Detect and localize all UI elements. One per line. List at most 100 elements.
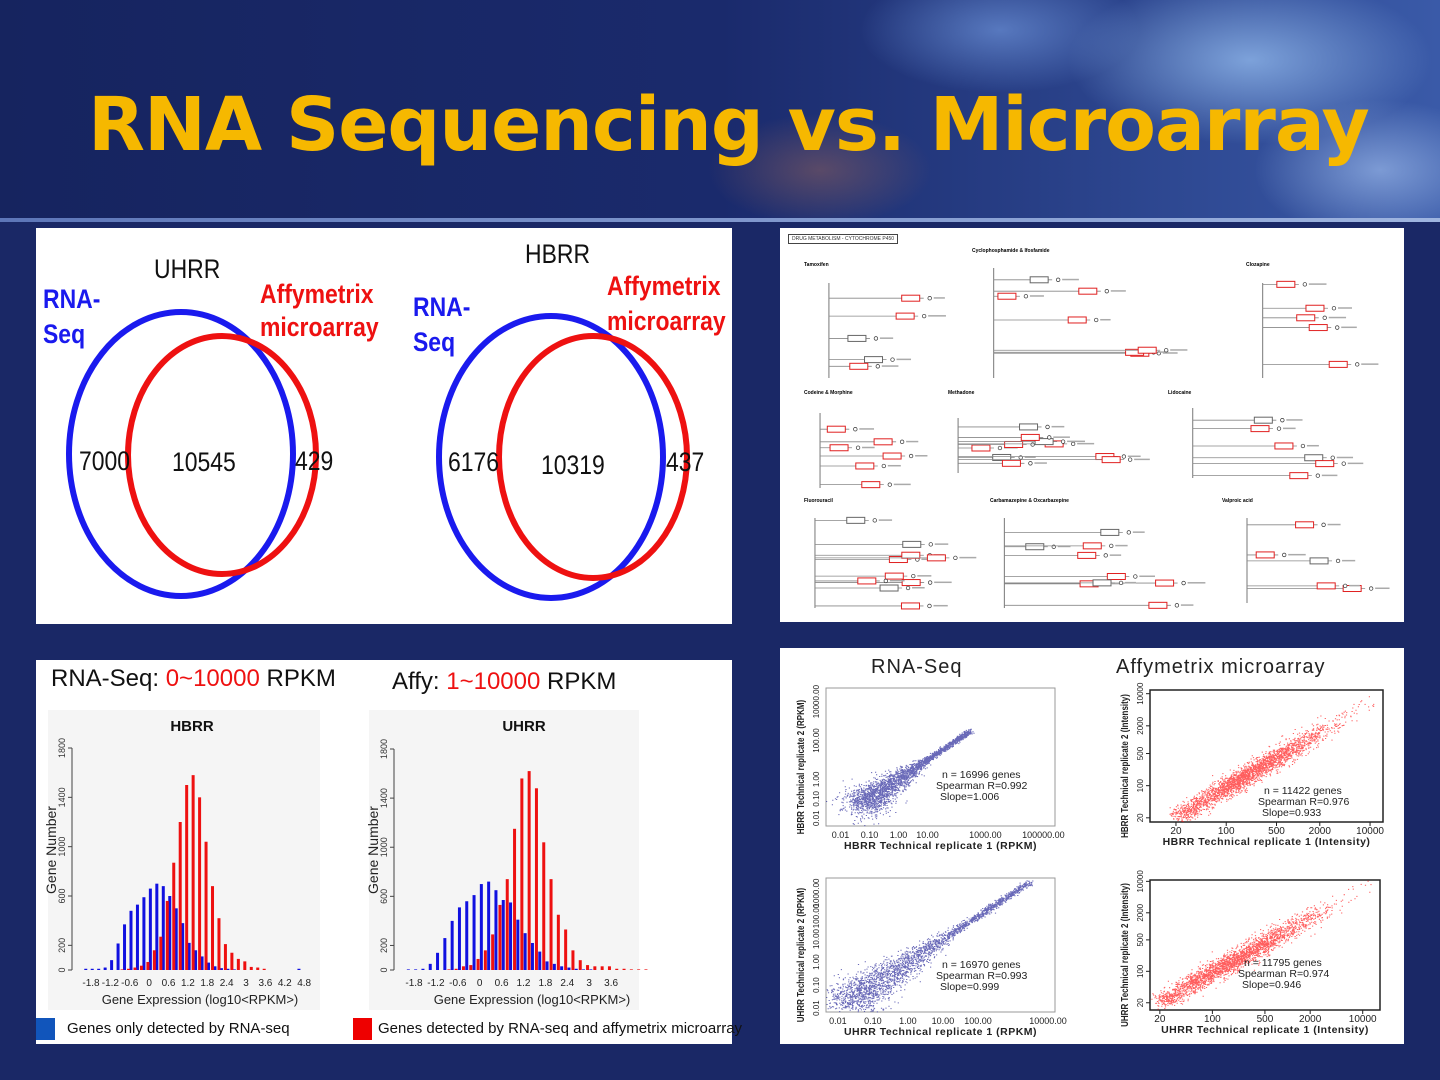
bar-both-platforms <box>165 900 169 970</box>
gene-box <box>1078 287 1098 295</box>
bar-rnaseq-only <box>472 895 476 970</box>
y-axis-label: Gene Number <box>365 806 381 894</box>
bar-rnaseq-only <box>574 968 578 970</box>
gene-box <box>1274 442 1294 450</box>
compound-label <box>1125 581 1136 584</box>
compound-label <box>1328 316 1347 319</box>
venn-panel: UHRR RNA- Seq Affymetrix microarray 7000… <box>36 228 732 624</box>
pathway-section: Cyclophosphamide & Ifosfamide <box>972 248 1050 254</box>
bar-rnaseq-only <box>187 942 191 970</box>
x-tick-label: 0.10 <box>861 830 879 840</box>
compound-label <box>1327 523 1341 526</box>
bar-both-platforms <box>139 965 143 970</box>
y-tick-label: 2000 <box>1136 716 1145 734</box>
compound-node <box>1121 454 1127 459</box>
y-tick-label: 1400 <box>379 788 389 808</box>
bar-both-platforms <box>534 788 538 970</box>
x-tick-label: 0.6 <box>495 978 509 989</box>
gene-box <box>997 292 1017 300</box>
compound-node <box>1181 580 1186 586</box>
compound-label <box>928 315 946 317</box>
legend-blue-swatch <box>36 1018 55 1040</box>
y-tick-label: 500 <box>1136 746 1145 760</box>
gene-box <box>1328 360 1348 368</box>
bar-both-platforms <box>571 950 575 970</box>
gene-box <box>901 579 921 587</box>
compound-label <box>1336 456 1354 459</box>
gene-box <box>901 551 921 559</box>
y-tick-label: 1800 <box>57 738 67 758</box>
venn-count-affy-only: 437 <box>666 447 705 477</box>
x-axis-label: HBRR Technical replicate 1 (RPKM) <box>844 840 1037 852</box>
bar-both-platforms <box>469 965 473 970</box>
x-tick-label: 2.4 <box>560 978 574 989</box>
bar-both-platforms <box>549 879 553 970</box>
gene-box <box>864 356 884 364</box>
compound-label <box>1034 462 1047 464</box>
x-tick-label: 500 <box>1268 826 1285 837</box>
slide-title: RNA Sequencing vs. Microarray <box>88 82 1370 168</box>
compound-node <box>1103 553 1108 558</box>
gene-box <box>902 540 922 548</box>
compound-label <box>915 455 928 457</box>
bar-rnaseq-only <box>219 968 223 970</box>
gene-box <box>1082 542 1102 550</box>
bar-rnaseq-only <box>297 968 301 970</box>
compound-node <box>1030 442 1035 447</box>
gene-box <box>873 438 893 446</box>
gene-box <box>1004 440 1024 448</box>
compound-node <box>1343 583 1348 589</box>
compound-node <box>927 296 932 301</box>
bar-rnaseq-only <box>110 960 114 970</box>
bar-rnaseq-only <box>494 890 498 970</box>
compound-label <box>1170 349 1188 351</box>
y-axis-label: UHRR Technical replicate 2 (RPKM) <box>795 888 806 1022</box>
compound-label <box>917 575 932 577</box>
compound-node <box>1276 426 1282 431</box>
y-tick-label: 1400 <box>57 787 67 807</box>
compound-label <box>887 464 901 467</box>
y-tick-label: 1000.00 <box>812 878 821 907</box>
bar-both-platforms <box>513 828 517 970</box>
annotation-n: n = 16970 genes <box>942 959 1021 971</box>
compound-label <box>912 587 925 589</box>
x-tick-label: 1.8 <box>200 978 214 989</box>
bar-rnaseq-only <box>567 967 571 970</box>
x-tick-label: 0.10 <box>864 1016 882 1026</box>
compound-node <box>1023 294 1029 299</box>
chart-title: HBRR <box>170 718 213 735</box>
gene-box <box>1295 521 1315 529</box>
compound-label <box>1308 283 1327 285</box>
gene-box <box>847 334 867 342</box>
x-tick-label: 3 <box>243 978 249 989</box>
bar-rnaseq-only <box>129 910 133 970</box>
gene-box <box>1100 528 1120 536</box>
gene-box <box>1305 304 1325 312</box>
y-tick-label: 0 <box>379 967 389 972</box>
compound-node <box>1300 443 1306 449</box>
y-tick-label: 10000 <box>1136 870 1145 893</box>
gene-box <box>884 572 904 580</box>
y-tick-label: 600 <box>379 889 389 904</box>
x-tick-label: 4.2 <box>278 978 292 989</box>
y-tick-label: 100.00 <box>812 903 821 928</box>
venn-uhrr-rnaseq-circle <box>66 309 296 599</box>
compound-node <box>1028 461 1033 466</box>
compound-node <box>1070 441 1076 447</box>
y-tick-label: 100 <box>1136 778 1145 792</box>
compound-label <box>1347 462 1364 465</box>
venn-hbrr-rnaseq-circle <box>436 313 666 601</box>
pathway-panel: DRUG METABOLISM - CYTOCHROME P450 Tamoxi… <box>780 228 1404 622</box>
venn-title: HBRR <box>525 239 591 269</box>
compound-label <box>933 297 945 299</box>
compound-node <box>1047 435 1052 440</box>
compound-label <box>1341 326 1357 329</box>
annotation-n: n = 11795 genes <box>1244 957 1322 969</box>
x-tick-label: 1.2 <box>517 978 531 989</box>
x-tick-label: 4.8 <box>297 978 311 989</box>
bar-both-platforms <box>159 936 163 970</box>
x-tick-label: 3.6 <box>258 978 272 989</box>
venn-set-label: RNA- <box>413 292 471 322</box>
x-tick-label: 2000 <box>1309 826 1332 837</box>
